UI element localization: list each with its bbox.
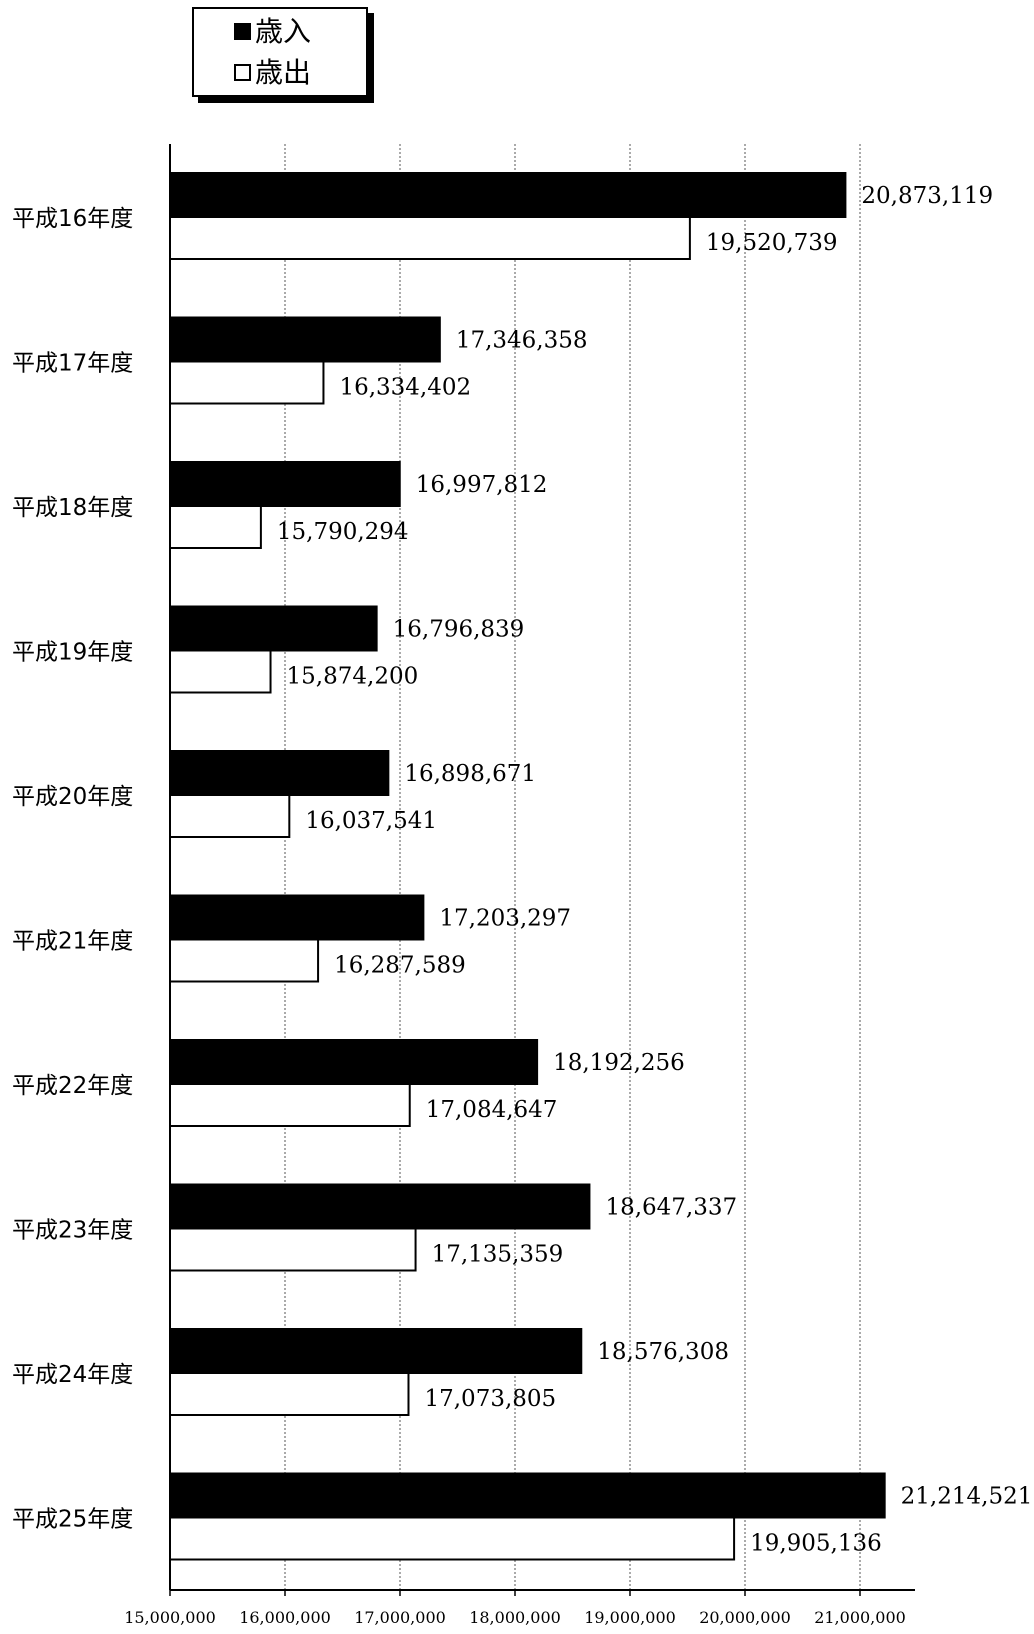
data-label-income: 16,796,839 bbox=[393, 617, 525, 643]
data-label-expense: 19,905,136 bbox=[750, 1531, 882, 1557]
bar-income bbox=[169, 605, 378, 652]
bar-expense bbox=[169, 216, 691, 260]
category-label: 平成19年度 bbox=[12, 640, 133, 666]
category-label: 平成16年度 bbox=[12, 206, 133, 232]
data-label-expense: 16,287,589 bbox=[334, 953, 466, 979]
category-label: 平成20年度 bbox=[12, 784, 133, 810]
bar-expense bbox=[169, 649, 272, 694]
x-tick-label: 21,000,000 bbox=[814, 1608, 906, 1627]
category-label: 平成21年度 bbox=[12, 929, 133, 955]
data-label-expense: 15,790,294 bbox=[277, 519, 409, 545]
legend: 歳入 歳出 bbox=[192, 7, 368, 97]
bar-income bbox=[169, 894, 425, 941]
legend-swatch-expense bbox=[234, 63, 251, 81]
data-label-expense: 17,084,647 bbox=[426, 1097, 558, 1123]
data-label-income: 20,873,119 bbox=[861, 183, 993, 209]
category-label: 平成25年度 bbox=[12, 1507, 133, 1533]
category-label: 平成17年度 bbox=[12, 351, 133, 377]
x-tick-label: 18,000,000 bbox=[469, 1608, 561, 1627]
bar-income bbox=[169, 750, 390, 796]
x-tick-label: 15,000,000 bbox=[124, 1608, 216, 1627]
data-label-income: 16,997,812 bbox=[416, 472, 548, 498]
data-label-expense: 16,037,541 bbox=[305, 808, 437, 834]
data-label-income: 16,898,671 bbox=[404, 761, 536, 787]
category-label: 平成18年度 bbox=[12, 495, 133, 521]
legend-label-income: 歳入 bbox=[255, 15, 312, 48]
x-tick-label: 19,000,000 bbox=[584, 1608, 676, 1627]
bar-expense bbox=[169, 794, 291, 838]
bar-income bbox=[169, 1183, 591, 1230]
data-label-income: 18,576,308 bbox=[597, 1339, 729, 1365]
legend-item-income: 歳入 bbox=[234, 12, 311, 52]
data-label-income: 17,346,358 bbox=[456, 328, 588, 354]
legend-label-expense: 歳出 bbox=[255, 56, 312, 89]
data-label-expense: 16,334,402 bbox=[339, 375, 471, 401]
data-label-expense: 17,135,359 bbox=[432, 1242, 564, 1268]
category-label: 平成24年度 bbox=[12, 1362, 133, 1388]
bar-expense bbox=[169, 1516, 736, 1561]
data-label-expense: 19,520,739 bbox=[706, 230, 838, 256]
bar-income bbox=[169, 1328, 583, 1374]
bar-income bbox=[169, 461, 401, 507]
x-tick-label: 16,000,000 bbox=[239, 1608, 331, 1627]
data-label-expense: 15,874,200 bbox=[287, 664, 419, 690]
bar-expense bbox=[169, 1083, 411, 1127]
legend-swatch-income bbox=[234, 22, 251, 40]
x-tick-label: 17,000,000 bbox=[354, 1608, 446, 1627]
bar-income bbox=[169, 1039, 539, 1085]
bar-income bbox=[169, 316, 441, 363]
category-label: 平成23年度 bbox=[12, 1218, 133, 1244]
category-label: 平成22年度 bbox=[12, 1073, 133, 1099]
bar-income bbox=[169, 172, 847, 218]
bar-expense bbox=[169, 1372, 410, 1416]
bar-expense bbox=[169, 938, 320, 983]
bar-expense bbox=[169, 505, 262, 549]
x-tick-label: 20,000,000 bbox=[699, 1608, 791, 1627]
data-label-income: 18,647,337 bbox=[605, 1195, 737, 1221]
bar-expense bbox=[169, 360, 325, 405]
bar-expense bbox=[169, 1227, 417, 1272]
data-label-income: 17,203,297 bbox=[439, 906, 571, 932]
bar-income bbox=[169, 1472, 886, 1519]
data-label-expense: 17,073,805 bbox=[424, 1386, 556, 1412]
data-label-income: 21,214,521 bbox=[901, 1484, 1033, 1510]
data-label-income: 18,192,256 bbox=[553, 1050, 685, 1076]
legend-item-expense: 歳出 bbox=[234, 53, 311, 93]
